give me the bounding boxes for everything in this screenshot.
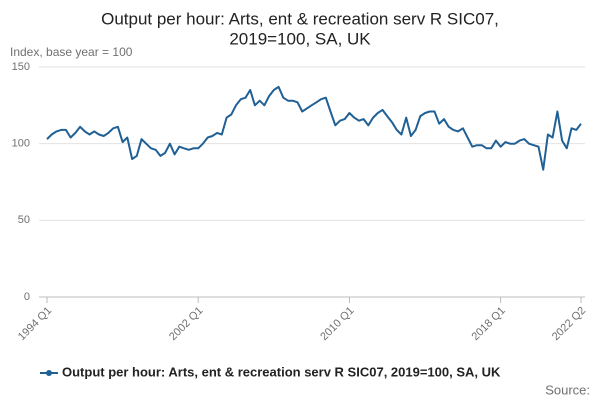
source: Source: — [545, 382, 590, 397]
legend-swatch-dot — [46, 370, 52, 376]
x-tick-label: 2010 Q1 — [318, 305, 356, 343]
x-tick-label: 1994 Q1 — [16, 305, 54, 343]
x-tick-label: 2002 Q1 — [167, 305, 205, 343]
chart-title: 2019=100, SA, UK — [229, 29, 371, 48]
legend-label: Output per hour: Arts, ent & recreation … — [62, 364, 501, 379]
y-tick-label: 0 — [24, 291, 30, 303]
y-tick-label: 100 — [12, 138, 30, 150]
y-axis-label: Index, base year = 100 — [10, 45, 133, 59]
data-line — [46, 85, 582, 171]
y-tick-label: 150 — [12, 61, 30, 73]
chart-title: Output per hour: Arts, ent & recreation … — [101, 9, 499, 28]
y-tick-label: 50 — [18, 214, 30, 226]
x-tick-label: 2018 Q1 — [470, 305, 508, 343]
x-tick-label: 2022 Q2 — [550, 305, 588, 343]
